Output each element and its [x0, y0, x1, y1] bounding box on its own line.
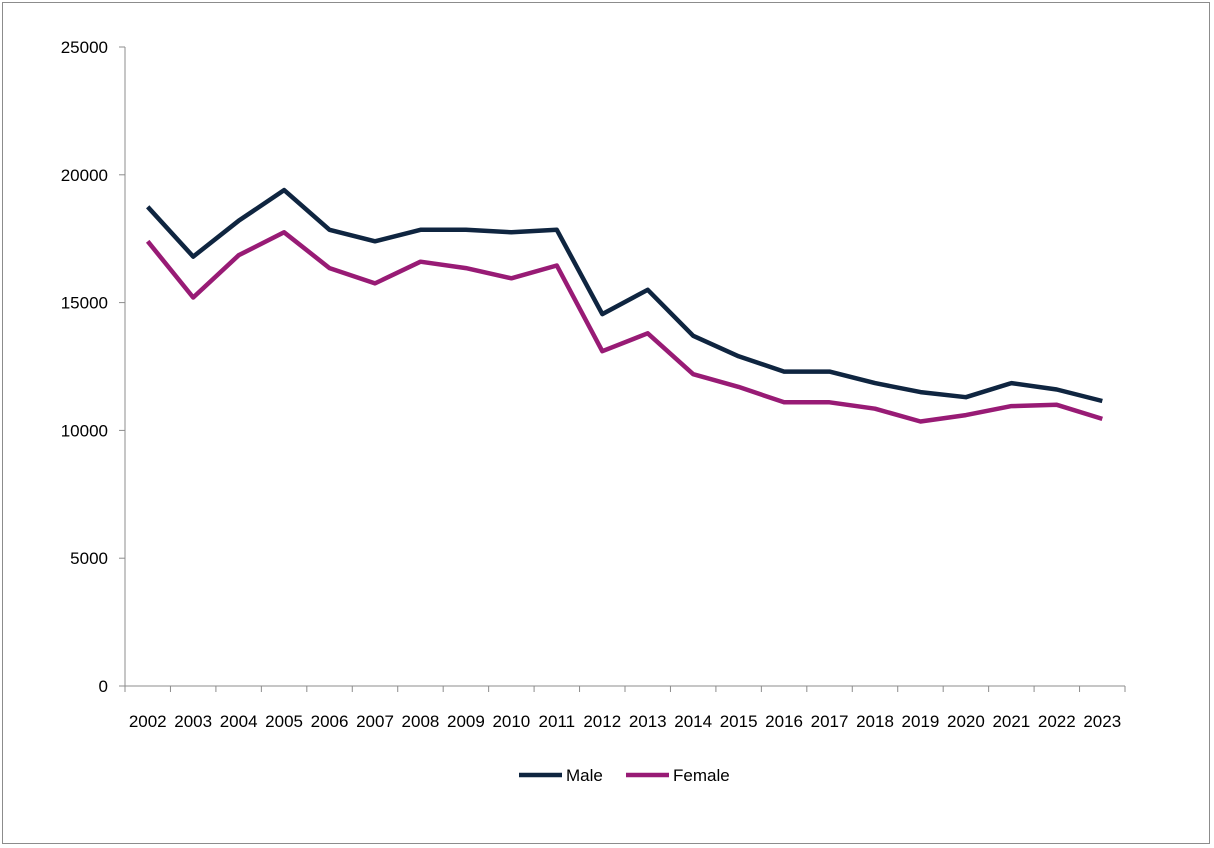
x-tick-label: 2020 — [947, 712, 985, 731]
x-tick-label: 2012 — [583, 712, 621, 731]
x-tick-label: 2006 — [311, 712, 349, 731]
y-tick-label: 25000 — [61, 38, 108, 57]
y-tick-label: 20000 — [61, 166, 108, 185]
x-tick-label: 2013 — [629, 712, 667, 731]
x-tick-label: 2019 — [902, 712, 940, 731]
series-lines — [145, 187, 1103, 424]
x-tick-label: 2015 — [720, 712, 758, 731]
y-tick-label: 5000 — [70, 549, 108, 568]
x-tick-label: 2002 — [129, 712, 167, 731]
x-tick-label: 2016 — [765, 712, 803, 731]
x-tick-label: 2017 — [811, 712, 849, 731]
x-tick-label: 2011 — [539, 712, 576, 731]
axes: 0 5000 10000 15000 20000 25000 2002 2003 2004 200… — [61, 38, 1126, 731]
x-tick-label: 2009 — [447, 712, 485, 731]
legend-label-female: Female — [673, 766, 730, 785]
x-tick-label: 2022 — [1038, 712, 1076, 731]
x-tick-label: 2007 — [356, 712, 394, 731]
y-tick-label: 15000 — [61, 294, 108, 313]
series-line-female — [145, 230, 1103, 424]
x-tick-label: 2014 — [674, 712, 712, 731]
x-tick-label: 2018 — [856, 712, 894, 731]
y-tick-label: 0 — [99, 677, 108, 696]
x-tick-label: 2021 — [992, 712, 1030, 731]
y-tick-label: 10000 — [61, 421, 108, 440]
x-tick-label: 2003 — [174, 712, 212, 731]
series-line-male — [146, 187, 1103, 404]
legend: Male Female — [519, 766, 730, 785]
x-tick-label: 2008 — [402, 712, 440, 731]
x-tick-label: 2010 — [492, 712, 530, 731]
x-tick-label: 2023 — [1083, 712, 1121, 731]
legend-label-male: Male — [566, 766, 603, 785]
x-tick-label: 2005 — [265, 712, 303, 731]
x-tick-label: 2004 — [220, 712, 258, 731]
